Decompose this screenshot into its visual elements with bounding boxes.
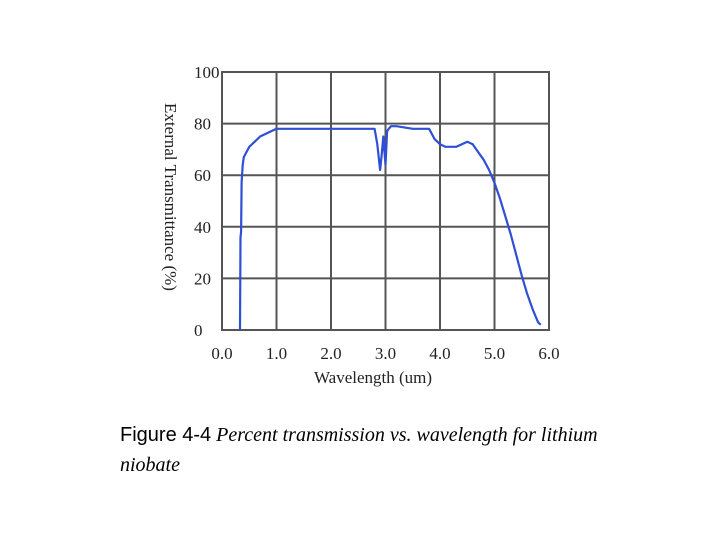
x-tick-label: 1.0 — [266, 344, 287, 363]
y-axis-title: External Transmittance (%) — [161, 103, 180, 291]
y-tick-labels: 0 20 40 60 80 100 — [194, 63, 220, 340]
figure-caption-text: Percent transmission vs. wavelength for … — [120, 424, 598, 476]
transmission-line — [238, 125, 542, 331]
x-tick-label: 5.0 — [484, 344, 505, 363]
x-tick-label: 3.0 — [375, 344, 396, 363]
series-layer — [238, 125, 542, 331]
figure-caption: Figure 4-4 Percent transmission vs. wave… — [120, 420, 640, 480]
y-tick-label: 80 — [194, 115, 211, 134]
y-tick-label: 40 — [194, 218, 211, 237]
x-tick-label: 4.0 — [429, 344, 450, 363]
x-tick-labels: 0.0 1.0 2.0 3.0 4.0 5.0 6.0 — [211, 344, 559, 363]
plot-frame — [221, 71, 550, 331]
x-axis-title: Wavelength (um) — [314, 368, 432, 387]
x-tick-label: 0.0 — [211, 344, 232, 363]
y-tick-label: 60 — [194, 166, 211, 185]
y-tick-label: 0 — [194, 321, 203, 340]
figure-label: Figure 4-4 — [120, 424, 212, 446]
y-tick-label: 100 — [194, 63, 220, 82]
x-tick-label: 6.0 — [538, 344, 559, 363]
y-tick-label: 20 — [194, 269, 211, 288]
x-tick-label: 2.0 — [320, 344, 341, 363]
transmission-chart: 0.0 1.0 2.0 3.0 4.0 5.0 6.0 0 20 40 60 80 100 Wavel… — [161, 63, 560, 387]
